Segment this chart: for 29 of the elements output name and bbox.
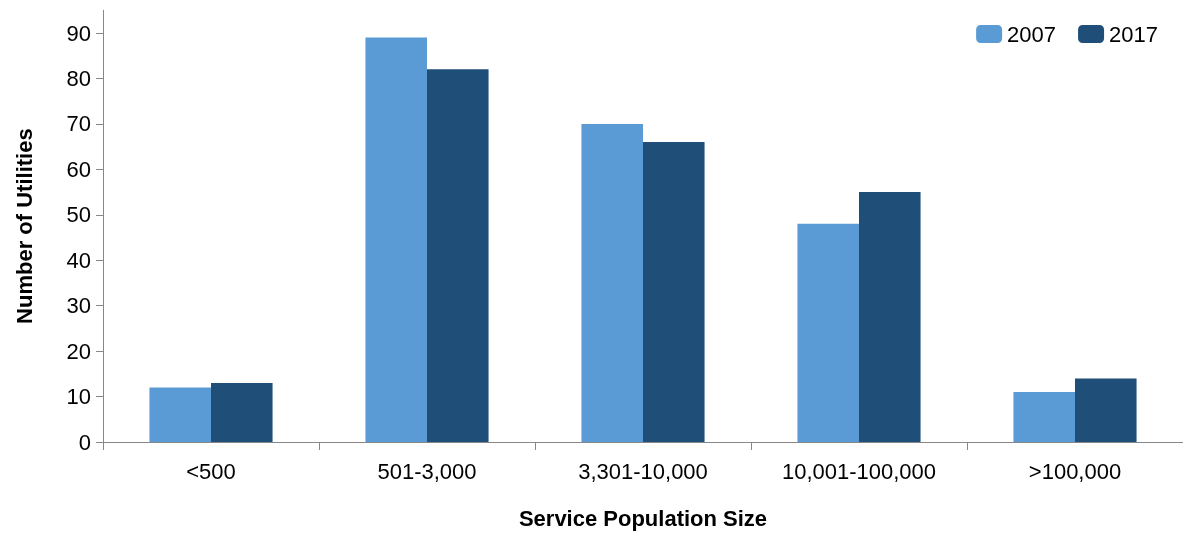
bar [1075, 378, 1137, 442]
legend-label: 2007 [1007, 21, 1057, 47]
y-axis-title: Number of Utilities [11, 128, 37, 324]
bar [643, 142, 705, 442]
y-tick-label: 90 [66, 20, 91, 46]
x-tick-label: 501-3,000 [377, 458, 477, 484]
x-axis-title: Service Population Size [518, 505, 768, 531]
y-tick-label: 30 [66, 293, 91, 319]
y-tick-label: 20 [66, 338, 91, 364]
bar [1013, 392, 1075, 442]
bar [581, 123, 643, 442]
x-tick-label: 10,001-100,000 [781, 458, 937, 484]
bar [427, 69, 489, 442]
bar [365, 37, 427, 442]
y-tick-label: 70 [66, 111, 91, 137]
y-tick-label: 80 [66, 65, 91, 91]
y-tick-label: 40 [66, 247, 91, 273]
y-tick-label: 50 [66, 202, 91, 228]
legend-label: 2017 [1109, 21, 1159, 47]
x-tick-label: >100,000 [1028, 458, 1122, 484]
bar [211, 382, 273, 442]
y-tick-label: 10 [66, 384, 91, 410]
x-tick-label: 3,301-10,000 [578, 458, 708, 484]
x-tick-label: <500 [186, 458, 236, 484]
bar [797, 223, 859, 442]
y-tick-label: 0 [78, 429, 91, 455]
y-tick-label: 60 [66, 156, 91, 182]
bar [149, 387, 211, 442]
bar [859, 192, 921, 442]
